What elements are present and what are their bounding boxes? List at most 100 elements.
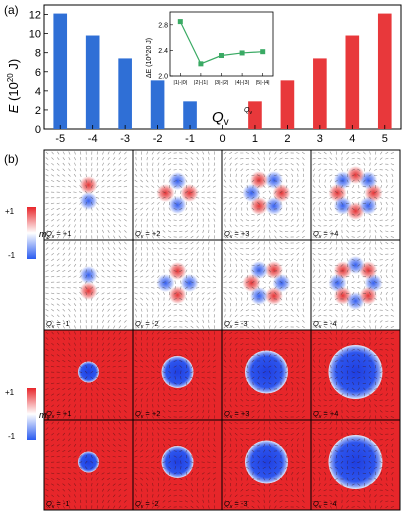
magnetization-arrows bbox=[45, 151, 128, 239]
tile-background bbox=[133, 240, 222, 330]
texture-tile: Qv = -4 bbox=[310, 239, 401, 331]
magnetization-arrows bbox=[312, 421, 395, 509]
tile-label: Qv = -3 bbox=[224, 319, 248, 330]
colorbar-mx: +1 -1 mx bbox=[5, 388, 51, 441]
y-axis-ticks: 0 2 4 6 8 10 12 bbox=[29, 10, 48, 136]
y-tick-label: 4 bbox=[35, 86, 41, 98]
inset-y-tick-label: 2.0 bbox=[158, 74, 168, 81]
colorbar-mz-gradient bbox=[27, 207, 36, 259]
bar-5 bbox=[377, 13, 392, 129]
mz-positive-lobe bbox=[79, 176, 98, 194]
magnetization-arrows bbox=[312, 331, 395, 419]
mz-positive-lobe bbox=[265, 286, 283, 305]
bar--5 bbox=[53, 13, 68, 129]
tile-label: Qv = +1 bbox=[46, 409, 71, 420]
bar-2 bbox=[280, 80, 295, 129]
tile-background bbox=[311, 150, 400, 240]
mz-positive-lobe bbox=[79, 282, 98, 300]
inset-x-tick-label: |3|-|2| bbox=[215, 80, 229, 86]
inset-y-tick-label: 2.4 bbox=[158, 48, 168, 55]
x-axis-ticks: -5 -4 -3 -2 -1 0 1 2 3 4 5 bbox=[55, 125, 388, 145]
mz-negative-lobe bbox=[79, 266, 98, 284]
bubble-domain bbox=[245, 350, 288, 394]
x-tick-label: 3 bbox=[317, 133, 323, 145]
texture-grid: Qv = +1 Qv = +2 Qv = +3 Qv = +4 Qv = -1 Qv = … bbox=[43, 149, 401, 511]
y-tick-label: 12 bbox=[29, 10, 41, 22]
mz-negative-lobe bbox=[168, 172, 187, 190]
tile-label: Qv = +2 bbox=[135, 409, 160, 420]
tile-label: Qv = -1 bbox=[46, 319, 70, 330]
x-tick-label: -1 bbox=[185, 133, 195, 145]
tile-background bbox=[311, 240, 400, 330]
texture-tile: Qv = +3 bbox=[221, 149, 312, 241]
inset-point bbox=[177, 19, 183, 25]
mz-negative-lobe bbox=[156, 274, 175, 292]
magnetization-arrows bbox=[45, 421, 128, 509]
tile-border bbox=[310, 419, 401, 511]
panel-a-label: (a) bbox=[4, 3, 19, 17]
colorbar-mx-top: +1 bbox=[5, 388, 15, 397]
tile-label: Qv = +1 bbox=[46, 229, 71, 240]
y-tick-label: 2 bbox=[35, 105, 41, 117]
tile-label: Qv = -4 bbox=[313, 319, 337, 330]
magnetization-arrows bbox=[223, 421, 306, 509]
bubble-domain bbox=[328, 435, 383, 489]
bubble-domain bbox=[161, 356, 194, 388]
y-tick-label: 10 bbox=[29, 29, 41, 41]
y-tick-label: 6 bbox=[35, 67, 41, 79]
mz-negative-lobe bbox=[272, 274, 291, 292]
texture-tile: Qv = -2 bbox=[132, 419, 223, 511]
colorbar-mz: +1 -1 mz bbox=[5, 207, 50, 260]
y-axis-label: E (1020 J) bbox=[6, 59, 21, 113]
magnetization-arrows bbox=[45, 331, 128, 419]
texture-tile: Qv = -4 bbox=[310, 419, 401, 511]
colorbar-mx-gradient bbox=[27, 388, 36, 440]
tile-label: Qv = -4 bbox=[313, 499, 337, 510]
bubble-domain bbox=[161, 446, 194, 478]
tile-label: Qv = +4 bbox=[313, 229, 338, 240]
y-tick-label: 8 bbox=[35, 48, 41, 60]
inset-x-axis-label: Qv bbox=[244, 107, 252, 116]
x-tick-label: 4 bbox=[349, 133, 355, 145]
texture-tile: Qv = +2 bbox=[132, 329, 223, 421]
inset-points bbox=[177, 19, 266, 67]
inset-x-tick-label: |2|-|1| bbox=[194, 80, 208, 86]
tile-label: Qv = -1 bbox=[46, 499, 70, 510]
bubble-domain bbox=[245, 440, 288, 484]
x-tick-label: -3 bbox=[120, 133, 130, 145]
x-tick-label: -4 bbox=[88, 133, 98, 145]
mz-negative-lobe bbox=[359, 196, 378, 215]
bar--3 bbox=[118, 58, 132, 129]
x-tick-label: 5 bbox=[382, 133, 388, 145]
tile-label: Qv = -2 bbox=[135, 319, 159, 330]
tile-label: Qv = +4 bbox=[313, 409, 338, 420]
bar-3 bbox=[313, 58, 327, 129]
tile-label: Qv = -2 bbox=[135, 499, 159, 510]
inset-point bbox=[219, 53, 224, 59]
inset-x-tick-label: |4|-|3| bbox=[235, 80, 249, 86]
magnetization-arrows bbox=[134, 331, 217, 419]
texture-tile: Qv = -3 bbox=[221, 419, 312, 511]
x-tick-label: -2 bbox=[153, 133, 163, 145]
tile-label: Qv = -3 bbox=[224, 499, 248, 510]
magnetization-arrows bbox=[312, 151, 395, 239]
bar-4 bbox=[345, 35, 360, 130]
magnetization-arrows bbox=[223, 241, 306, 329]
mz-positive-lobe bbox=[168, 286, 187, 304]
mz-positive-lobe bbox=[250, 171, 268, 190]
inset-y-tick-label: 2.8 bbox=[158, 22, 168, 29]
bubble-domain bbox=[328, 345, 383, 399]
inset-x-tick-label: |5|-|4| bbox=[256, 80, 270, 86]
bubble-domain bbox=[78, 361, 99, 383]
tile-label: Qv = +3 bbox=[224, 229, 249, 240]
mz-positive-lobe bbox=[180, 184, 199, 202]
texture-tile: Qv = -2 bbox=[132, 239, 223, 331]
inset-line-chart: 2.0 2.4 2.8 |1|-|0| |2|-|1| |3|-|2| |4|-|3| |5|… bbox=[146, 11, 274, 116]
colorbars: +1 -1 mz +1 -1 mx bbox=[5, 207, 51, 441]
mz-negative-lobe bbox=[168, 196, 187, 214]
mz-negative-lobe bbox=[242, 184, 261, 202]
magnetization-arrows bbox=[45, 241, 128, 329]
mz-negative-lobe bbox=[79, 192, 98, 210]
magnetization-arrows bbox=[134, 241, 217, 329]
